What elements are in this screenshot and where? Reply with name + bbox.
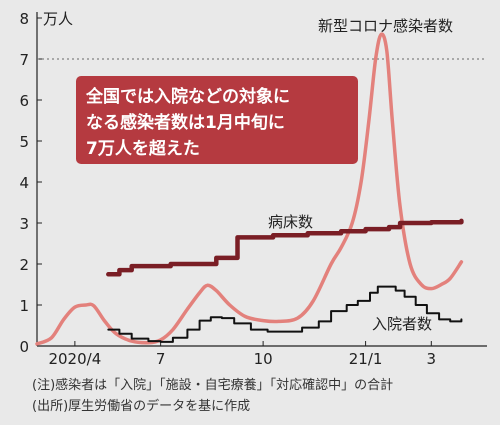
y-tick-label: 5 (19, 133, 29, 151)
y-axis: 0 1 2 3 4 5 6 7 8 万人 (19, 10, 73, 356)
callout-line: 全国では入院などの対象に (85, 86, 290, 107)
y-unit-label: 万人 (43, 10, 73, 28)
y-tick-label: 7 (19, 51, 29, 69)
x-axis: 2020/4 7 10 21/1 3 (37, 341, 487, 368)
callout-background (76, 76, 358, 164)
footnote: (注)感染者は「入院」「施設・自宅療養」「対応確認中」の合計 (32, 377, 393, 393)
y-tick-label: 6 (19, 92, 29, 110)
callout-line: 7万人を超えた (86, 138, 200, 159)
y-tick-label: 4 (19, 174, 29, 192)
callout-box: 全国では入院などの対象に なる感染者数は1月中旬に 7万人を超えた (76, 76, 358, 164)
y-tick-label: 3 (19, 215, 29, 233)
y-tick-label: 0 (19, 338, 29, 356)
y-tick-label: 2 (19, 256, 29, 274)
series-line-beds (106, 218, 464, 277)
callout-line: なる感染者数は1月中旬に (86, 112, 285, 133)
x-tick-label: 3 (427, 350, 437, 368)
source-note: (出所)厚生労働省のデータを基に作成 (32, 398, 250, 414)
series-line-hospitalized (107, 285, 463, 343)
x-tick-label: 10 (254, 350, 273, 368)
x-tick-label: 2020/4 (48, 350, 101, 368)
y-tick-label: 1 (19, 297, 29, 315)
series-line-infections (35, 32, 464, 346)
x-tick-label: 7 (156, 350, 166, 368)
y-tick-label: 8 (19, 10, 29, 28)
series-label-hospitalized: 入院者数 (372, 315, 432, 333)
x-tick-label: 21/1 (349, 350, 383, 368)
series-label-beds: 病床数 (268, 213, 313, 231)
series-label-infections: 新型コロナ感染者数 (318, 17, 453, 35)
